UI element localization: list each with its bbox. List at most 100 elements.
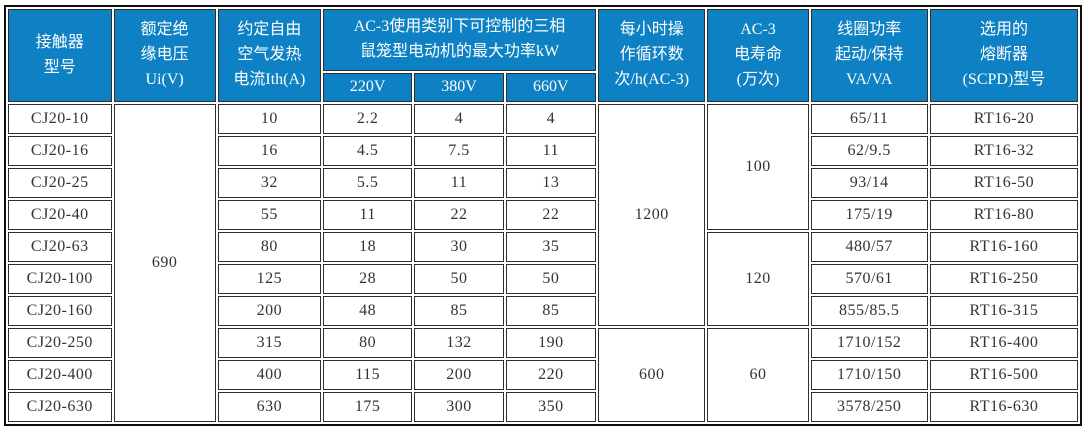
- kw380-cell: 50: [414, 264, 504, 294]
- header-220v: 220V: [322, 73, 413, 102]
- fuse-cell: RT16-80: [929, 200, 1078, 230]
- ith-cell: 200: [217, 296, 321, 326]
- header-fuse: 选用的 熔断器 (SCPD)型号: [929, 9, 1078, 102]
- fuse-cell: RT16-315: [929, 296, 1078, 326]
- kw660-cell: 220: [505, 360, 596, 390]
- header-cycles-per-hour: 每小时操 作循环数 次/h(AC-3): [598, 9, 706, 102]
- header-insulation-voltage: 额定绝 缘电压 Ui(V): [113, 9, 216, 102]
- header-electrical-life: AC-3 电寿命 (万次): [707, 9, 809, 102]
- model-cell: CJ20-25: [8, 168, 112, 198]
- ith-cell: 630: [217, 392, 321, 422]
- model-cell: CJ20-10: [8, 104, 112, 134]
- cycles-cell: 1200: [598, 104, 706, 326]
- model-cell: CJ20-400: [8, 360, 112, 390]
- table-row: CJ20-25 32 5.5 11 13 93/14 RT16-50: [8, 168, 1078, 198]
- kw380-cell: 200: [414, 360, 504, 390]
- fuse-cell: RT16-32: [929, 136, 1078, 166]
- ith-cell: 32: [217, 168, 321, 198]
- kw220-cell: 4.5: [322, 136, 413, 166]
- table-row: CJ20-16 16 4.5 7.5 11 62/9.5 RT16-32: [8, 136, 1078, 166]
- contactor-spec-table: 接触器 型号 额定绝 缘电压 Ui(V) 约定自由 空气发热 电流Ith(A) …: [4, 5, 1082, 426]
- kw380-cell: 300: [414, 392, 504, 422]
- kw220-cell: 11: [322, 200, 413, 230]
- kw380-cell: 132: [414, 328, 504, 358]
- insulation-voltage-cell: 690: [113, 104, 216, 422]
- header-row-1: 接触器 型号 额定绝 缘电压 Ui(V) 约定自由 空气发热 电流Ith(A) …: [8, 9, 1078, 102]
- kw380-cell: 22: [414, 200, 504, 230]
- kw660-cell: 4: [505, 104, 596, 134]
- coil-power-cell: 93/14: [810, 168, 928, 198]
- model-cell: CJ20-63: [8, 232, 112, 262]
- ith-cell: 16: [217, 136, 321, 166]
- ith-cell: 80: [217, 232, 321, 262]
- coil-power-cell: 1710/152: [810, 328, 928, 358]
- model-cell: CJ20-16: [8, 136, 112, 166]
- model-cell: CJ20-250: [8, 328, 112, 358]
- coil-power-cell: 1710/150: [810, 360, 928, 390]
- fuse-cell: RT16-630: [929, 392, 1078, 422]
- header-660v: 660V: [505, 73, 596, 102]
- kw380-cell: 4: [414, 104, 504, 134]
- model-cell: CJ20-40: [8, 200, 112, 230]
- ith-cell: 55: [217, 200, 321, 230]
- kw380-cell: 85: [414, 296, 504, 326]
- table-row: CJ20-100 125 28 50 50 570/61 RT16-250: [8, 264, 1078, 294]
- kw660-cell: 13: [505, 168, 596, 198]
- coil-power-cell: 855/85.5: [810, 296, 928, 326]
- ith-cell: 125: [217, 264, 321, 294]
- coil-power-cell: 3578/250: [810, 392, 928, 422]
- kw220-cell: 18: [322, 232, 413, 262]
- model-cell: CJ20-100: [8, 264, 112, 294]
- kw660-cell: 350: [505, 392, 596, 422]
- kw380-cell: 30: [414, 232, 504, 262]
- kw220-cell: 2.2: [322, 104, 413, 134]
- table-row: CJ20-10 690 10 2.2 4 4 1200 100 65/11 RT…: [8, 104, 1078, 422]
- fuse-cell: RT16-50: [929, 168, 1078, 198]
- fuse-cell: RT16-160: [929, 232, 1078, 262]
- table-row: CJ20-250 315 80 132 190 600 60 1710/152 …: [8, 328, 1078, 422]
- kw380-cell: 7.5: [414, 136, 504, 166]
- kw380-cell: 11: [414, 168, 504, 198]
- coil-power-cell: 65/11: [810, 104, 928, 134]
- kw220-cell: 80: [322, 328, 413, 358]
- kw660-cell: 22: [505, 200, 596, 230]
- kw660-cell: 50: [505, 264, 596, 294]
- ith-cell: 10: [217, 104, 321, 134]
- table-row: CJ20-630 630 175 300 350 3578/250 RT16-6…: [8, 392, 1078, 422]
- ith-cell: 400: [217, 360, 321, 390]
- model-cell: CJ20-630: [8, 392, 112, 422]
- kw220-cell: 28: [322, 264, 413, 294]
- life-cell: 60: [707, 328, 809, 422]
- kw220-cell: 175: [322, 392, 413, 422]
- kw220-cell: 5.5: [322, 168, 413, 198]
- model-cell: CJ20-160: [8, 296, 112, 326]
- fuse-cell: RT16-500: [929, 360, 1078, 390]
- coil-power-cell: 175/19: [810, 200, 928, 230]
- life-cell: 100: [707, 104, 809, 230]
- fuse-cell: RT16-400: [929, 328, 1078, 358]
- header-thermal-current: 约定自由 空气发热 电流Ith(A): [217, 9, 321, 102]
- header-row-2: 220V 380V 660V: [8, 73, 1078, 102]
- fuse-cell: RT16-20: [929, 104, 1078, 134]
- kw660-cell: 190: [505, 328, 596, 358]
- table-row: CJ20-63 80 18 30 35 120 480/57 RT16-160: [8, 232, 1078, 326]
- kw660-cell: 85: [505, 296, 596, 326]
- table-row: CJ20-160 200 48 85 85 855/85.5 RT16-315: [8, 296, 1078, 326]
- header-coil-power: 线圈功率 起动/保持 VA/VA: [810, 9, 928, 102]
- kw220-cell: 115: [322, 360, 413, 390]
- table-row: CJ20-40 55 11 22 22 175/19 RT16-80: [8, 200, 1078, 230]
- cycles-cell: 600: [598, 328, 706, 422]
- kw660-cell: 11: [505, 136, 596, 166]
- header-model: 接触器 型号: [8, 9, 112, 102]
- header-380v: 380V: [414, 73, 504, 102]
- coil-power-cell: 62/9.5: [810, 136, 928, 166]
- table-row: CJ20-400 400 115 200 220 1710/150 RT16-5…: [8, 360, 1078, 390]
- ith-cell: 315: [217, 328, 321, 358]
- coil-power-cell: 480/57: [810, 232, 928, 262]
- header-max-power-group: AC-3使用类别下可控制的三相 鼠笼型电动机的最大功率kW: [322, 9, 596, 71]
- life-cell: 120: [707, 232, 809, 326]
- kw660-cell: 35: [505, 232, 596, 262]
- coil-power-cell: 570/61: [810, 264, 928, 294]
- kw220-cell: 48: [322, 296, 413, 326]
